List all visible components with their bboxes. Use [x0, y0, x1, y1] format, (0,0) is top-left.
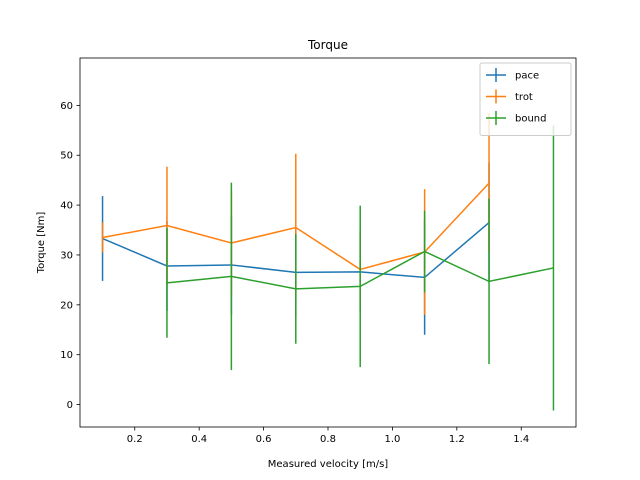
x-axis-label: Measured velocity [m/s]	[268, 459, 389, 470]
x-tick-label: 0.4	[191, 434, 207, 445]
plot-area	[101, 113, 555, 411]
y-tick-label: 0	[67, 400, 73, 411]
legend: pace trot bound	[479, 62, 572, 136]
y-tick-label: 40	[60, 201, 73, 212]
legend-item-pace: pace	[486, 68, 539, 82]
y-axis: 0 10 20 30 40 50 60	[60, 101, 80, 411]
x-tick-label: 1.2	[449, 434, 465, 445]
x-tick-label: 0.6	[256, 434, 272, 445]
y-tick-label: 60	[60, 101, 73, 112]
series-bound	[166, 125, 555, 411]
legend-label: trot	[515, 92, 533, 103]
legend-label: bound	[515, 114, 547, 125]
chart-title: Torque	[307, 38, 348, 52]
legend-item-bound: bound	[486, 111, 547, 125]
x-tick-label: 1.4	[513, 434, 529, 445]
y-tick-label: 50	[60, 151, 73, 162]
x-tick-label: 0.8	[320, 434, 336, 445]
y-tick-label: 20	[60, 300, 73, 311]
y-tick-label: 10	[60, 350, 73, 361]
y-tick-label: 30	[60, 250, 73, 261]
y-axis-label: Torque [Nm]	[36, 212, 47, 275]
x-tick-label: 1.0	[384, 434, 400, 445]
x-tick-label: 0.2	[127, 434, 143, 445]
legend-label: pace	[515, 71, 539, 82]
x-axis: 0.2 0.4 0.6 0.8 1.0 1.2 1.4	[127, 427, 529, 445]
legend-item-trot: trot	[486, 89, 533, 104]
